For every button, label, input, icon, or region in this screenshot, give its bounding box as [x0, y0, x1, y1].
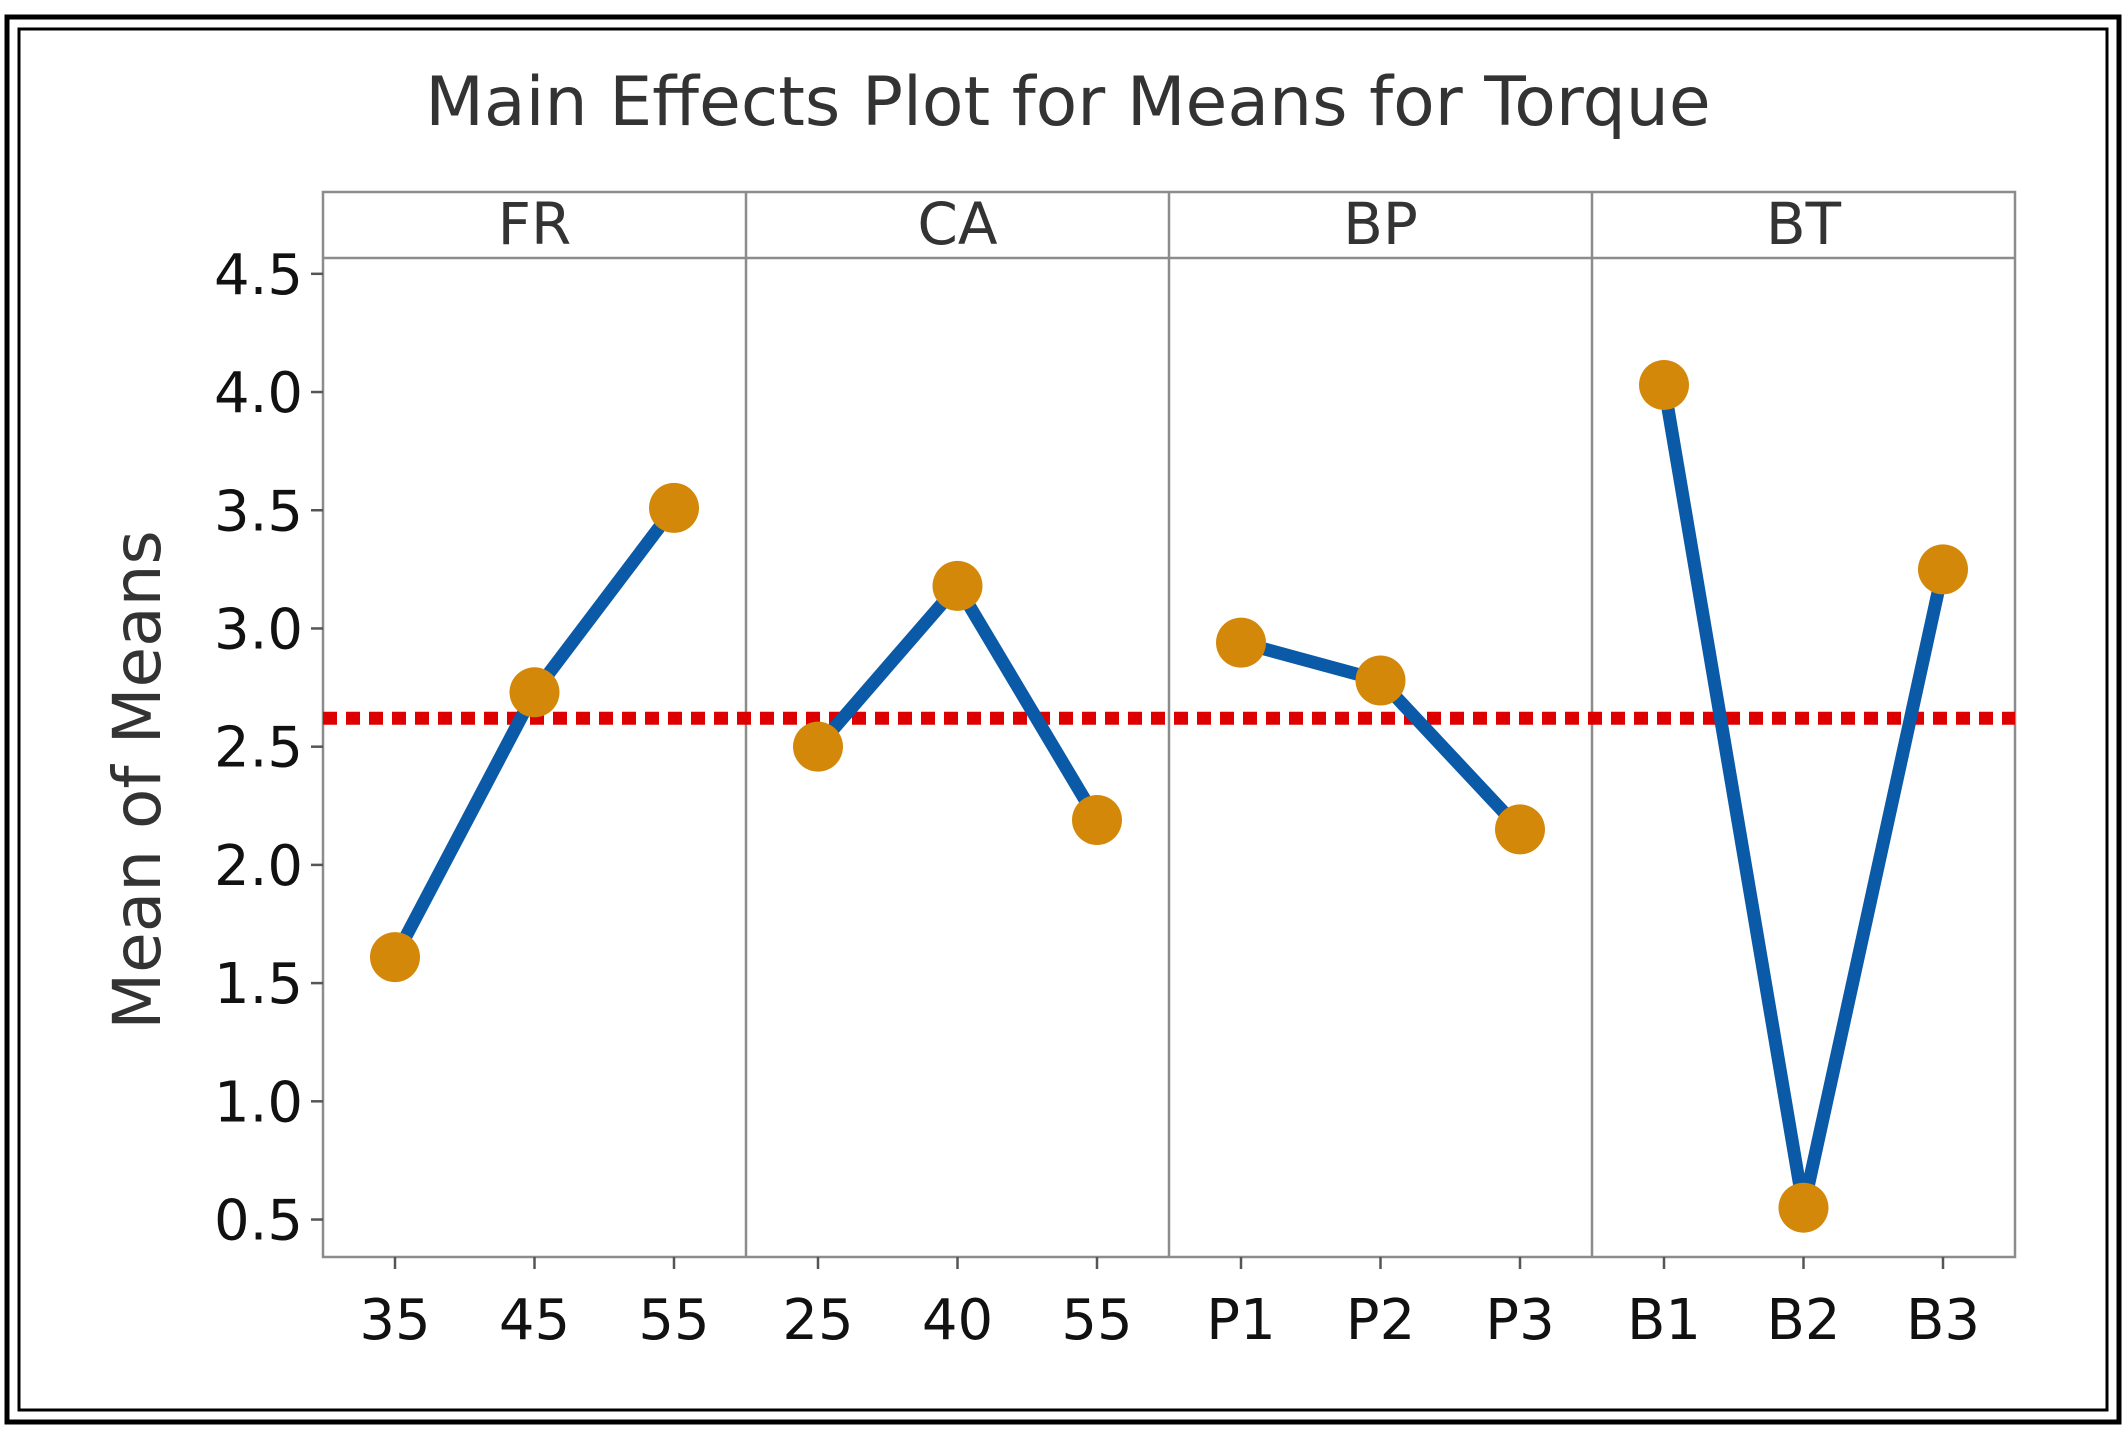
data-point — [1072, 794, 1122, 845]
y-tick-label: 4.5 — [214, 243, 303, 308]
x-tick-label: 45 — [499, 1288, 570, 1353]
x-tick-label: 35 — [359, 1288, 430, 1353]
y-tick-label: 4.0 — [214, 361, 303, 426]
panel-label-bp: BP — [1343, 190, 1418, 258]
x-tick-label: 40 — [922, 1288, 993, 1353]
plot-area: 4.5 4.0 3.5 3.0 2.5 2.0 1.5 1.0 0.5 FR 35 45 55 CA 25 4… — [214, 190, 2017, 1353]
y-tick-label: 0.5 — [214, 1189, 303, 1254]
x-tick-label: 25 — [782, 1288, 853, 1353]
data-point — [1495, 804, 1545, 855]
inner-frame — [17, 27, 2109, 1412]
chart-title: Main Effects Plot for Means for Torque — [425, 63, 1710, 142]
x-tick-label: B3 — [1906, 1288, 1980, 1353]
data-point — [1355, 655, 1406, 706]
y-axis-title: Mean of Means — [99, 530, 176, 1030]
panel-label-fr: FR — [498, 190, 572, 258]
x-tick-label: B1 — [1627, 1288, 1701, 1353]
x-tick-label: P2 — [1346, 1288, 1415, 1353]
data-point — [649, 482, 699, 533]
y-tick-label: 2.5 — [214, 716, 303, 781]
y-tick-label: 3.0 — [214, 597, 303, 662]
y-tick-label: 1.5 — [214, 952, 303, 1017]
data-point — [793, 721, 843, 772]
data-point — [509, 667, 560, 718]
data-point — [1639, 359, 1689, 410]
data-point — [1918, 544, 1968, 595]
x-tick-label: 55 — [638, 1288, 709, 1353]
y-tick-label: 1.0 — [214, 1070, 303, 1135]
y-tick-label: 3.5 — [214, 479, 303, 544]
y-tick-label: 2.0 — [214, 834, 303, 899]
panel-label-bt: BT — [1766, 190, 1842, 258]
data-point — [1778, 1182, 1829, 1233]
data-point — [932, 560, 983, 611]
x-tick-label: P1 — [1206, 1288, 1275, 1353]
x-tick-label: B2 — [1766, 1288, 1840, 1353]
panel-label-ca: CA — [917, 190, 997, 258]
x-tick-label: P3 — [1485, 1288, 1554, 1353]
x-tick-label: 55 — [1061, 1288, 1132, 1353]
data-point — [1216, 617, 1266, 668]
data-point — [370, 932, 420, 983]
